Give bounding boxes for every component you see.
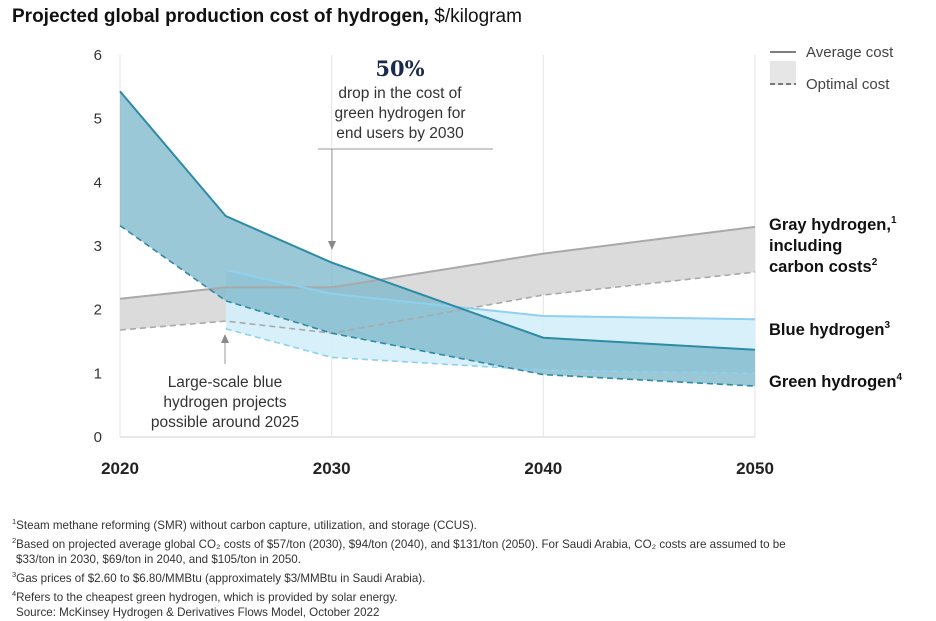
footnote-1-text: Steam methane reforming (SMR) without ca… [16,518,477,532]
cost-lines [119,90,756,387]
footnote-1: 1Steam methane reforming (SMR) without c… [12,514,932,533]
annotation2-pointer-arrow [221,334,229,343]
x-tick-2020: 2020 [101,459,139,478]
green-label-text: Green hydrogen [769,373,896,391]
green-optimal-line [119,224,756,387]
chart-title-main: Projected global production cost of hydr… [12,6,429,27]
footnotes: 1Steam methane reforming (SMR) without c… [12,514,932,621]
y-tick-6: 6 [94,47,102,64]
annotation-line-2: green hydrogen for [335,105,466,122]
gray-label-text-3: carbon costs [769,258,872,276]
gray-label-line-2: including [769,237,842,255]
footnote-2-text: Based on projected average global CO₂ co… [16,537,786,551]
y-tick-1: 1 [94,365,102,382]
y-axis: 0 1 2 3 4 5 6 [94,47,102,446]
footnote-4: 4Refers to the cheapest green hydrogen, … [12,586,932,605]
gray-label-line-1: Gray hydrogen,1 [769,215,897,234]
chart-title: Projected global production cost of hydr… [12,6,522,28]
blue-average-line [225,269,756,321]
blue-label: Blue hydrogen3 [769,320,891,339]
x-axis: 2020 2030 2040 2050 [101,459,774,478]
blue-label-sup: 3 [885,320,891,331]
legend: Average cost Optimal cost [770,44,894,93]
footnote-2b-text: $33/ton in 2030, $69/ton in 2040, and $1… [16,553,301,567]
footnote-3: 3Gas prices of $2.60 to $6.80/MMBtu (app… [12,567,932,586]
blue-optimal-line [225,328,756,375]
legend-band-swatch [770,61,796,85]
footnote-4-text: Refers to the cheapest green hydrogen, w… [16,591,398,605]
annotation-blue-projects: Large-scale blue hydrogen projects possi… [151,334,299,431]
annotation-green-drop: 50% drop in the cost of green hydrogen f… [318,56,493,250]
annotation-line-3: end users by 2030 [336,125,464,142]
footnote-1-sup: 1 [12,517,17,526]
gray-average-line [119,225,756,300]
y-tick-5: 5 [94,111,102,128]
footnote-3-sup: 3 [12,570,17,580]
green-average-line [119,90,756,351]
y-tick-4: 4 [94,174,102,191]
footnote-2: 2Based on projected average global CO₂ c… [12,533,932,552]
gray-label-text-1: Gray hydrogen, [769,216,891,234]
y-tick-0: 0 [94,429,102,446]
green-band [120,91,755,387]
footnote-2-sup: 2 [12,536,17,546]
source-text: Source: McKinsey Hydrogen & Derivatives … [16,606,380,620]
blue-label-text: Blue hydrogen [769,321,885,339]
hydrogen-cost-chart: 0 1 2 3 4 5 6 2020 2030 2040 2050 Average cost Op… [94,44,903,478]
annotation-pointer-arrow [328,241,336,250]
x-tick-2030: 2030 [313,459,351,478]
gray-label-line-3: carbon costs2 [769,257,878,276]
gray-label-sup-1: 1 [891,215,897,226]
footnote-2-continued: $33/ton in 2030, $69/ton in 2040, and $1… [12,552,932,567]
footnote-4-sup: 4 [12,589,17,599]
annotation2-line-3: possible around 2025 [151,414,299,431]
x-tick-2050: 2050 [736,459,774,478]
cost-bands [120,91,756,387]
annotation2-line-2: hydrogen projects [163,394,286,411]
legend-average-label: Average cost [806,44,894,61]
annotation-line-1: drop in the cost of [338,85,462,102]
legend-optimal-label: Optimal cost [806,76,890,93]
green-label-sup: 4 [896,372,902,383]
source-note: Source: McKinsey Hydrogen & Derivatives … [12,605,932,620]
footnote-3-text: Gas prices of $2.60 to $6.80/MMBtu (appr… [16,572,426,586]
y-tick-2: 2 [94,302,102,319]
gray-label-sup-2: 2 [872,257,878,268]
green-label: Green hydrogen4 [769,372,902,391]
y-tick-3: 3 [94,238,102,255]
series-labels: Gray hydrogen,1 including carbon costs2 … [769,215,902,391]
annotation-value: 50% [375,56,424,81]
chart-title-unit: $/kilogram [428,6,522,27]
x-tick-2040: 2040 [524,459,562,478]
annotation2-line-1: Large-scale blue [168,374,283,391]
